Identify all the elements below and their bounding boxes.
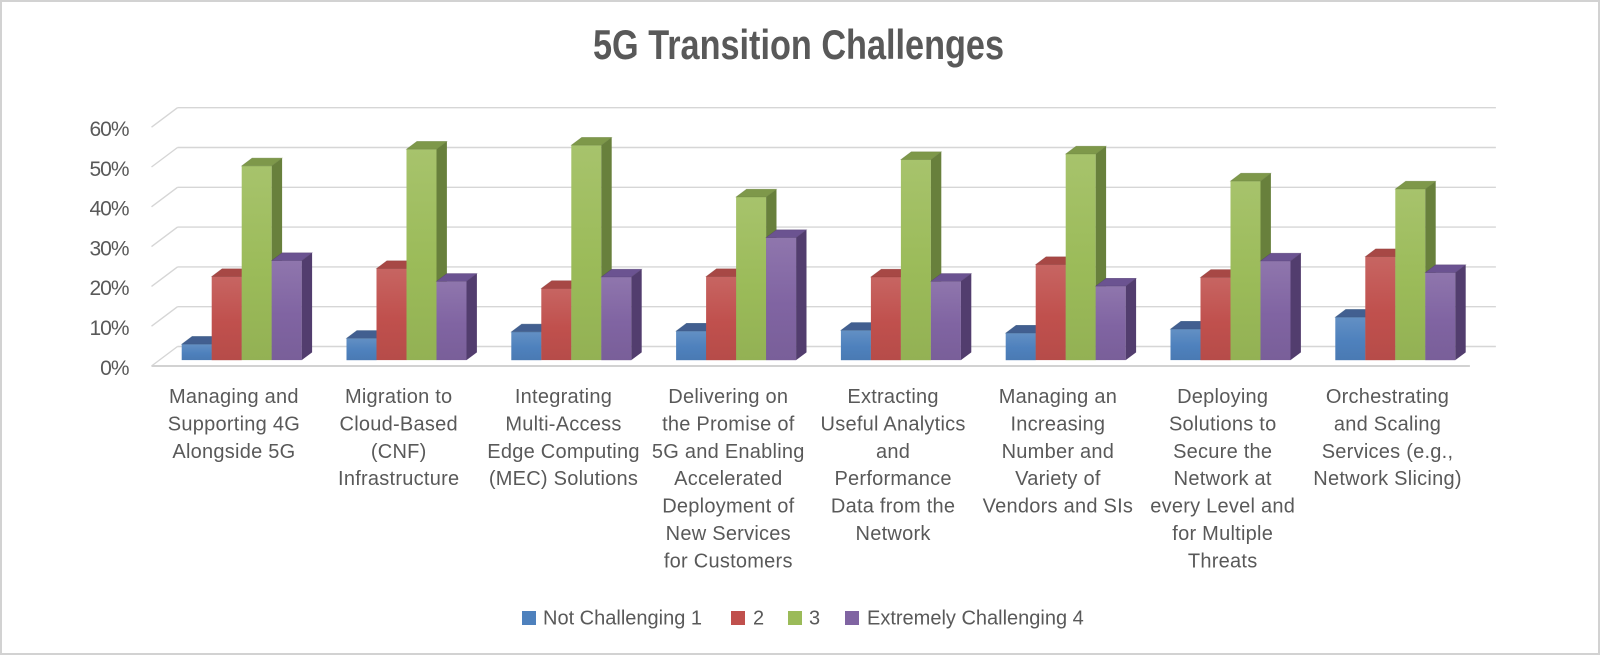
svg-text:for Multiple: for Multiple bbox=[1172, 523, 1273, 545]
svg-text:(CNF): (CNF) bbox=[371, 441, 427, 463]
svg-text:Performance: Performance bbox=[834, 468, 951, 490]
svg-text:for Customers: for Customers bbox=[664, 550, 793, 572]
svg-text:30%: 30% bbox=[89, 237, 128, 260]
svg-text:Extracting: Extracting bbox=[847, 386, 938, 408]
svg-text:Infrastructure: Infrastructure bbox=[338, 468, 459, 490]
svg-text:(MEC) Solutions: (MEC) Solutions bbox=[489, 468, 638, 490]
svg-text:Edge Computing: Edge Computing bbox=[487, 441, 639, 463]
svg-text:Not Challenging 1: Not Challenging 1 bbox=[543, 608, 702, 630]
svg-text:Threats: Threats bbox=[1188, 550, 1258, 572]
svg-text:Network at: Network at bbox=[1174, 468, 1272, 490]
svg-text:Deploying: Deploying bbox=[1177, 386, 1268, 408]
svg-text:Accelerated: Accelerated bbox=[674, 468, 782, 490]
svg-text:Increasing: Increasing bbox=[1011, 413, 1106, 435]
svg-text:Cloud-Based: Cloud-Based bbox=[340, 413, 458, 435]
svg-text:Deployment of: Deployment of bbox=[662, 496, 794, 518]
svg-text:Network: Network bbox=[856, 523, 932, 545]
svg-text:Alongside 5G: Alongside 5G bbox=[172, 441, 295, 463]
svg-text:Number and: Number and bbox=[1002, 441, 1115, 463]
svg-text:the Promise of: the Promise of bbox=[662, 413, 795, 435]
svg-text:0%: 0% bbox=[100, 357, 129, 380]
svg-text:Useful Analytics: Useful Analytics bbox=[821, 413, 966, 435]
svg-text:60%: 60% bbox=[89, 118, 128, 141]
svg-text:Data from the: Data from the bbox=[831, 496, 955, 518]
svg-text:Extremely Challenging 4: Extremely Challenging 4 bbox=[867, 608, 1084, 630]
svg-text:and Scaling: and Scaling bbox=[1334, 413, 1441, 435]
svg-text:and: and bbox=[876, 441, 910, 463]
svg-text:Orchestrating: Orchestrating bbox=[1326, 386, 1449, 408]
svg-text:40%: 40% bbox=[89, 198, 128, 221]
svg-text:20%: 20% bbox=[89, 277, 128, 300]
svg-text:Solutions to: Solutions to bbox=[1169, 413, 1277, 435]
svg-text:10%: 10% bbox=[89, 317, 128, 340]
svg-text:New Services: New Services bbox=[666, 523, 791, 545]
svg-text:Variety of: Variety of bbox=[1015, 468, 1101, 490]
svg-text:Migration to: Migration to bbox=[345, 386, 453, 408]
svg-text:5G Transition Challenges: 5G Transition Challenges bbox=[593, 21, 1004, 68]
svg-text:Supporting 4G: Supporting 4G bbox=[168, 413, 300, 435]
svg-text:Network Slicing): Network Slicing) bbox=[1313, 468, 1461, 490]
svg-text:Secure the: Secure the bbox=[1173, 441, 1272, 463]
svg-text:Managing an: Managing an bbox=[999, 386, 1117, 408]
svg-text:Delivering on: Delivering on bbox=[668, 386, 788, 408]
svg-text:Managing and: Managing and bbox=[169, 386, 299, 408]
svg-text:50%: 50% bbox=[89, 158, 128, 181]
svg-text:every Level and: every Level and bbox=[1150, 496, 1295, 518]
svg-text:2: 2 bbox=[753, 608, 764, 630]
svg-text:Multi-Access: Multi-Access bbox=[505, 413, 621, 435]
svg-text:Services (e.g.,: Services (e.g., bbox=[1322, 441, 1454, 463]
svg-text:5G and Enabling: 5G and Enabling bbox=[652, 441, 805, 463]
svg-text:3: 3 bbox=[809, 608, 820, 630]
svg-text:Vendors and SIs: Vendors and SIs bbox=[983, 496, 1134, 518]
svg-text:Integrating: Integrating bbox=[515, 386, 612, 408]
